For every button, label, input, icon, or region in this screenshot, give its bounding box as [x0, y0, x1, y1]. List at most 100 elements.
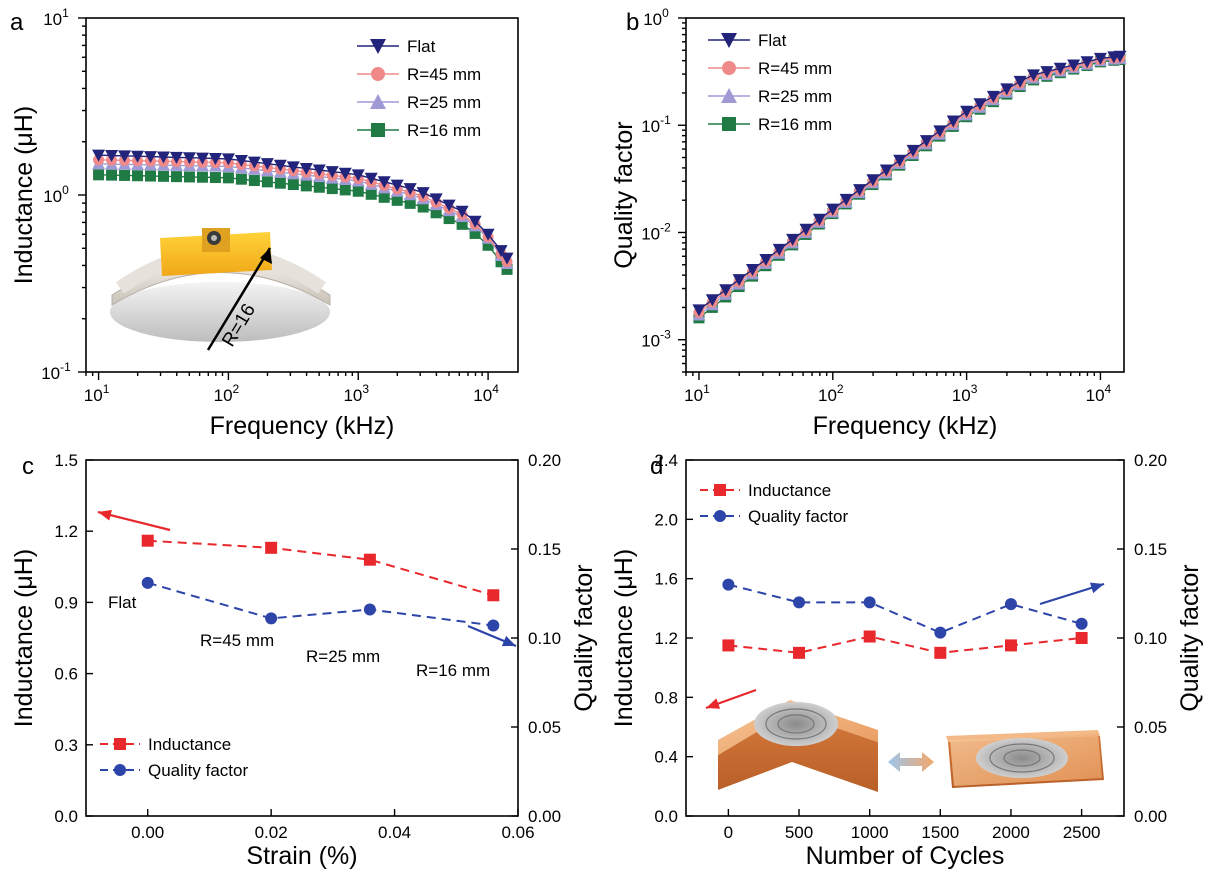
- panel-d-series-marker: [1075, 632, 1088, 644]
- panel-a-series-marker: [260, 158, 274, 171]
- panel-b-series-marker: [879, 164, 893, 177]
- panel-a-x-tick-label: 104: [473, 382, 499, 405]
- panel-letter-b: b: [626, 9, 639, 36]
- panel-a-legend-label: R=16 mm: [407, 121, 481, 140]
- panel-d-y-right-axis-title: Quality factor: [1176, 564, 1204, 711]
- panel-b-series-marker: [919, 135, 933, 148]
- panel-a-series-marker: [495, 256, 507, 268]
- panel-c-series-marker: [363, 603, 376, 616]
- panel-a-series-marker: [209, 172, 221, 184]
- panel-c-series-marker: [487, 589, 500, 602]
- panel-a-series-marker: [274, 177, 286, 189]
- panel-a-legend-marker: [370, 94, 386, 109]
- panel-b-series-marker: [799, 223, 813, 236]
- panel-a-series-marker: [157, 170, 169, 182]
- panel-a-series-marker: [132, 170, 144, 182]
- panel-b-series-marker: [1000, 83, 1014, 96]
- panel-d-series-line: [728, 583, 1082, 634]
- panel-b-series-marker: [866, 174, 880, 187]
- panel-c-series-line: [147, 581, 494, 627]
- panel-b-series-marker: [933, 125, 947, 138]
- panel-d-series-marker: [793, 646, 806, 659]
- panel-b-legend-marker: [721, 88, 737, 103]
- panel-a-series-marker: [430, 207, 442, 219]
- panel-b-series-marker: [946, 115, 960, 128]
- panel-a-x-tick-label: 103: [343, 382, 369, 405]
- panel-d-series-marker: [1004, 639, 1017, 652]
- panel-d-y-left-tick-label: 0.4: [654, 748, 678, 767]
- panel-c-y-left-tick-label: 0.9: [54, 593, 78, 612]
- panel-b-series-marker: [906, 144, 920, 157]
- panel-a-series-marker: [93, 169, 105, 181]
- panel-d-series-marker: [934, 626, 947, 639]
- panel-d-y-right-tick-label: 0.10: [1134, 629, 1167, 648]
- panel-a-series-marker: [208, 152, 222, 165]
- panel-c-y-right-tick-label: 0.20: [528, 451, 561, 470]
- panel-a-series-marker: [456, 218, 468, 230]
- panel-c-legend-marker: [114, 738, 126, 750]
- panel-c-x-axis-title: Strain (%): [246, 842, 357, 870]
- panel-a-series-marker: [145, 170, 157, 182]
- panel-letter-c: c: [22, 453, 34, 480]
- panel-a-series-marker: [365, 188, 377, 200]
- panel-a-series-marker: [377, 176, 391, 189]
- panel-b-series-marker: [1040, 66, 1054, 79]
- panel-a-y-tick-label: 100: [43, 183, 69, 206]
- annotation-flat: Flat: [108, 593, 137, 612]
- panel-a-series-marker: [247, 156, 261, 169]
- panel-a-series-marker: [481, 228, 495, 241]
- panel-d-y-right-tick-label: 0.15: [1134, 540, 1167, 559]
- panel-b-series-marker: [745, 264, 759, 277]
- panel-d-x-axis-title: Number of Cycles: [806, 842, 1005, 870]
- panel-d-y-left-tick-label: 0.0: [654, 807, 678, 826]
- panel-b-legend-label: R=45 mm: [758, 59, 832, 78]
- panel-a-x-tick-label: 102: [214, 382, 240, 405]
- panel-b-series-marker: [1067, 59, 1081, 72]
- panel-a-series-marker: [312, 164, 326, 177]
- panel-c-x-tick-label: 0.00: [131, 823, 164, 842]
- panel-c-x-tick-label: 0.02: [255, 823, 288, 842]
- panel-c-y-right-tick-label: 0.00: [528, 807, 561, 826]
- panel-b-y-tick-label: 10-3: [641, 328, 671, 351]
- panel-a-series-marker: [469, 227, 481, 239]
- panel-a-legend-marker: [371, 67, 385, 81]
- panel-b-series-marker: [812, 213, 826, 226]
- panel-a-series-marker: [501, 263, 513, 275]
- panel-d-y-left-axis-title: Inductance (μH): [610, 549, 638, 727]
- panel-d-series-marker: [934, 646, 947, 659]
- panel-c-legend-label: Inductance: [148, 735, 231, 754]
- panel-d-x-tick-label: 2500: [1063, 823, 1101, 842]
- panel-d-series-marker: [863, 596, 876, 609]
- panel-b-series-marker: [826, 203, 840, 216]
- panel-b-legend-marker: [721, 33, 737, 48]
- panel-b-x-tick-label: 104: [1086, 382, 1112, 405]
- panel-letter-a: a: [10, 9, 24, 36]
- panel-b-series-marker: [893, 154, 907, 167]
- panel-a-series-marker: [170, 171, 182, 183]
- panel-a-series-marker: [443, 213, 455, 225]
- panel-b-series-marker: [1080, 56, 1094, 69]
- panel-a-series-marker: [92, 149, 106, 162]
- panel-a-series-marker: [235, 173, 247, 185]
- panel-a-series-marker: [352, 185, 364, 197]
- panel-a-series-marker: [390, 179, 404, 192]
- panel-a-series-marker: [403, 183, 417, 196]
- panel-b-y-tick-label: 10-2: [641, 220, 671, 243]
- panel-a-series-marker: [339, 184, 351, 196]
- panel-b-y-tick-label: 100: [643, 6, 669, 29]
- panel-a-series-marker: [500, 252, 514, 265]
- panel-d-right-axis-arrow-head: [1089, 582, 1104, 594]
- panel-c-y-right-tick-label: 0.05: [528, 718, 561, 737]
- panel-c-y-right-tick-label: 0.10: [528, 629, 561, 648]
- panel-d-x-tick-label: 2000: [992, 823, 1030, 842]
- panel-d-legend-marker: [714, 510, 726, 522]
- panel-a-series-marker: [378, 191, 390, 203]
- panel-a-series-marker: [404, 197, 416, 209]
- panel-c-series-marker: [141, 534, 154, 547]
- panel-b-x-tick-label: 103: [952, 382, 978, 405]
- panel-d-series-marker: [1075, 617, 1088, 630]
- panel-d-x-tick-label: 1500: [921, 823, 959, 842]
- panel-d-y-left-tick-label: 2.4: [654, 451, 678, 470]
- panel-b-series-marker: [732, 274, 746, 287]
- panel-b-legend-label: R=25 mm: [758, 87, 832, 106]
